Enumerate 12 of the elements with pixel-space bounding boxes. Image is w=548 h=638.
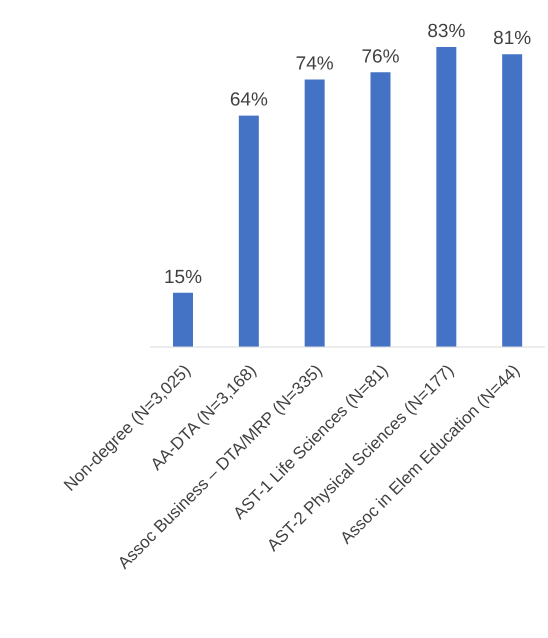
bar [436, 47, 456, 347]
data-label: 64% [230, 90, 268, 111]
data-label: 83% [427, 21, 466, 42]
bar [370, 72, 390, 347]
data-label: 15% [164, 266, 202, 288]
bar [238, 116, 259, 347]
bar [502, 54, 522, 347]
data-label: 76% [361, 46, 400, 68]
data-label: 81% [493, 28, 532, 50]
data-label: 74% [296, 54, 334, 75]
bar [173, 292, 193, 347]
bar [304, 80, 325, 347]
